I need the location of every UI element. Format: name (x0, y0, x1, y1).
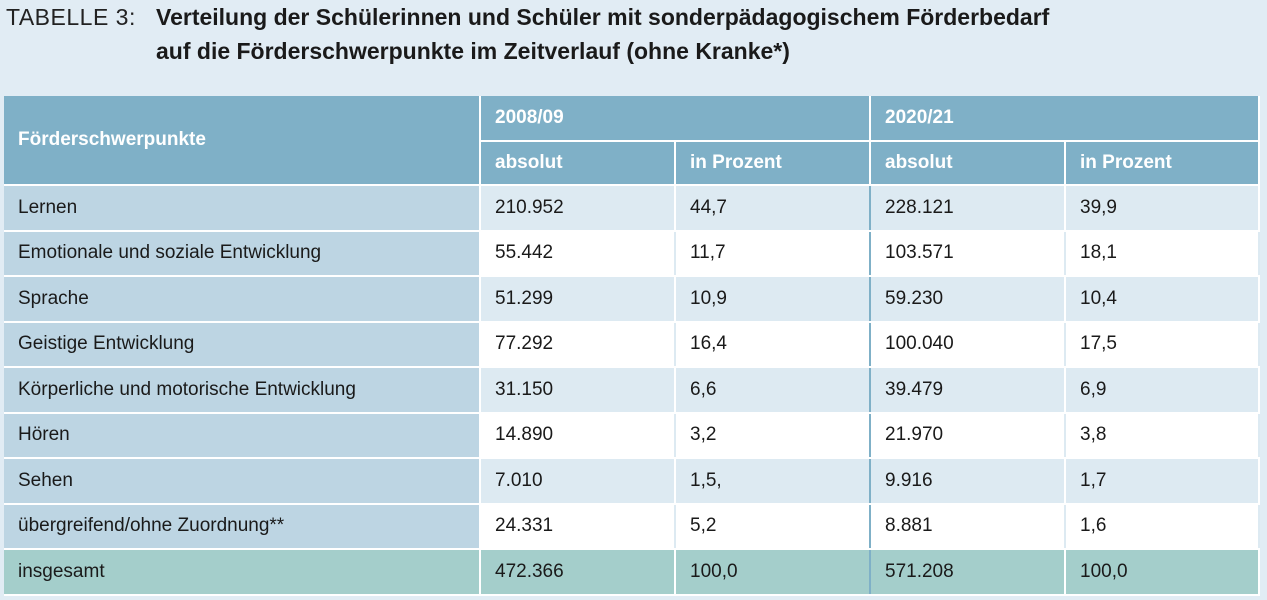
row-label: Hören (4, 412, 481, 459)
table-number-label: TABELLE 3: (6, 4, 136, 30)
cell-value: 14.890 (480, 412, 676, 459)
cell-value: 16,4 (675, 321, 871, 368)
header-row-sub: absolut in Prozent absolut in Prozent (4, 141, 1260, 186)
total-row: insgesamt 472.366 100,0 571.208 100,0 (4, 549, 1260, 596)
table-row: Sprache 51.299 10,9 59.230 10,4 (4, 276, 1260, 323)
cell-value: 77.292 (480, 321, 676, 368)
cell-value: 51.299 (480, 276, 676, 323)
cell-value: 6,6 (675, 367, 871, 414)
row-label: Emotionale und soziale Entwicklung (4, 230, 481, 277)
cell-value: 10,9 (675, 276, 871, 323)
cell-value: 10,4 (1065, 276, 1260, 323)
cell-value: 39.479 (870, 367, 1066, 414)
table-row: Sehen 7.010 1,5, 9.916 1,7 (4, 458, 1260, 505)
row-label: Sehen (4, 458, 481, 505)
cell-value: 1,7 (1065, 458, 1260, 505)
total-value: 100,0 (1065, 549, 1260, 596)
cell-value: 39,9 (1065, 185, 1260, 232)
year-header-2008: 2008/09 (480, 96, 871, 142)
table-row: Hören 14.890 3,2 21.970 3,8 (4, 412, 1260, 459)
row-label: Sprache (4, 276, 481, 323)
table-row: Lernen 210.952 44,7 228.121 39,9 (4, 185, 1260, 232)
table-row: Geistige Entwicklung 77.292 16,4 100.040… (4, 321, 1260, 368)
table-title: TABELLE 3: Verteilung der Schülerinnen u… (6, 4, 1256, 72)
row-label: übergreifend/ohne Zuordnung** (4, 503, 481, 550)
cell-value: 1,5, (675, 458, 871, 505)
total-value: 472.366 (480, 549, 676, 596)
cell-value: 21.970 (870, 412, 1066, 459)
cell-value: 5,2 (675, 503, 871, 550)
subheader-absolut-2020: absolut (870, 141, 1066, 186)
cell-value: 44,7 (675, 185, 871, 232)
cell-value: 9.916 (870, 458, 1066, 505)
cell-value: 18,1 (1065, 230, 1260, 277)
cell-value: 3,8 (1065, 412, 1260, 459)
data-table: Förderschwerpunkte 2008/09 2020/21 absol… (4, 96, 1260, 596)
cell-value: 228.121 (870, 185, 1066, 232)
row-label: Geistige Entwicklung (4, 321, 481, 368)
cell-value: 3,2 (675, 412, 871, 459)
table-row: übergreifend/ohne Zuordnung** 24.331 5,2… (4, 503, 1260, 550)
cell-value: 17,5 (1065, 321, 1260, 368)
cell-value: 55.442 (480, 230, 676, 277)
cell-value: 59.230 (870, 276, 1066, 323)
year-header-2020: 2020/21 (870, 96, 1260, 142)
table-title-line-2: auf die Förderschwerpunkte im Zeitverlau… (156, 38, 790, 64)
cell-value: 1,6 (1065, 503, 1260, 550)
cell-value: 7.010 (480, 458, 676, 505)
header-row-years: Förderschwerpunkte 2008/09 2020/21 (4, 96, 1260, 186)
cell-value: 8.881 (870, 503, 1066, 550)
row-label: Lernen (4, 185, 481, 232)
subheader-prozent-2008: in Prozent (675, 141, 871, 186)
table-row: Körperliche und motorische Entwicklung 3… (4, 367, 1260, 414)
cell-value: 31.150 (480, 367, 676, 414)
subheader-prozent-2020: in Prozent (1065, 141, 1260, 186)
subheader-absolut-2008: absolut (480, 141, 676, 186)
cell-value: 11,7 (675, 230, 871, 277)
cell-value: 100.040 (870, 321, 1066, 368)
row-label: Körperliche und motorische Entwicklung (4, 367, 481, 414)
row-header: Förderschwerpunkte (4, 96, 481, 186)
total-value: 100,0 (675, 549, 871, 596)
table-row: Emotionale und soziale Entwicklung 55.44… (4, 230, 1260, 277)
cell-value: 6,9 (1065, 367, 1260, 414)
total-value: 571.208 (870, 549, 1066, 596)
cell-value: 24.331 (480, 503, 676, 550)
cell-value: 103.571 (870, 230, 1066, 277)
table-title-line-1: Verteilung der Schülerinnen und Schüler … (156, 4, 1050, 30)
total-label: insgesamt (4, 549, 481, 596)
cell-value: 210.952 (480, 185, 676, 232)
